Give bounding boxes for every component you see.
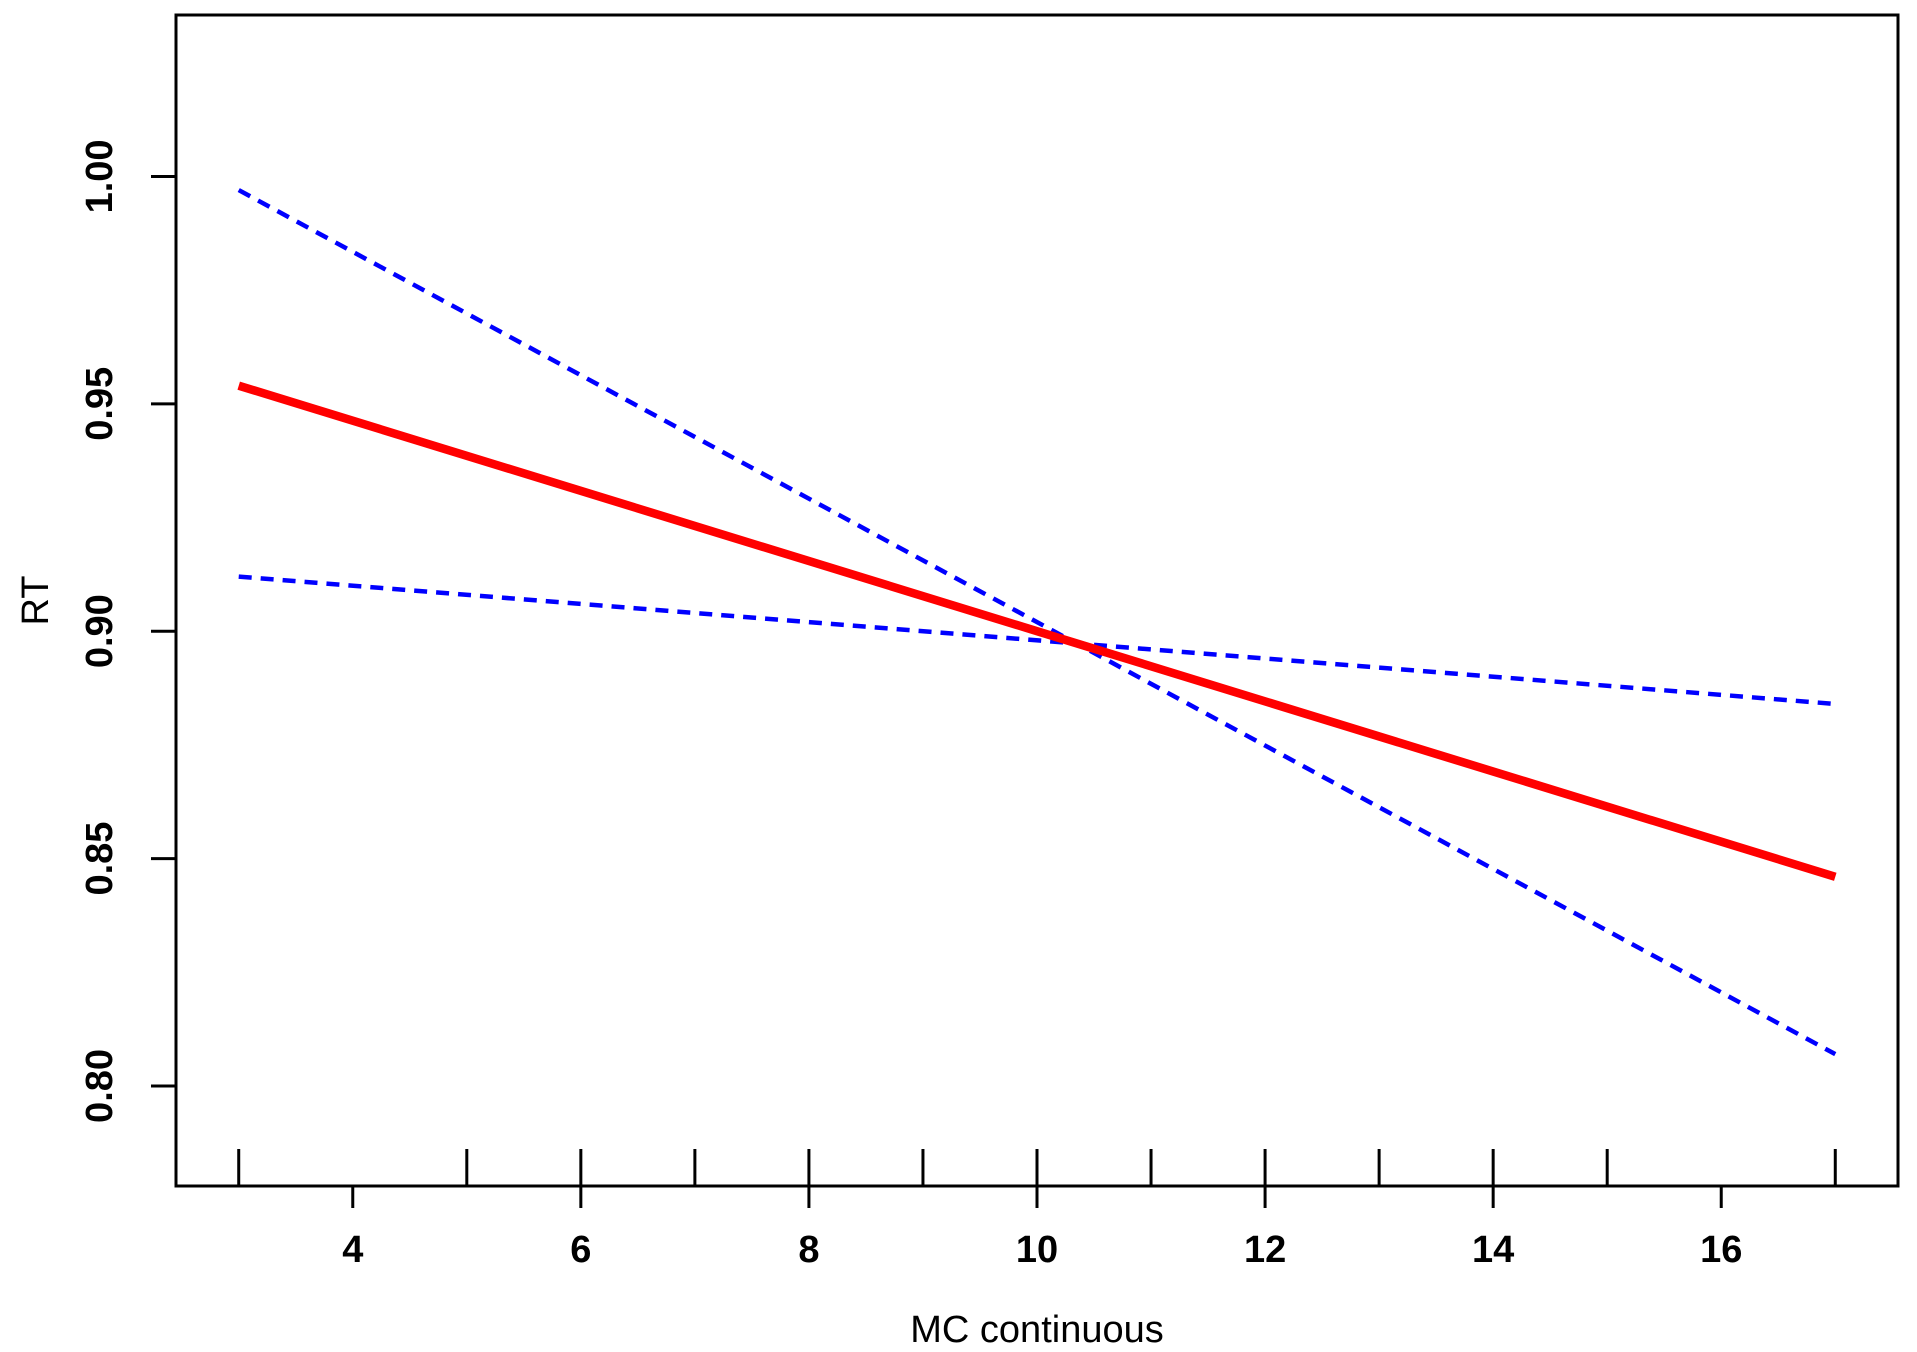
y-axis-title: RT: [15, 576, 57, 626]
y-tick-label: 1.00: [79, 139, 121, 213]
upper-confidence-line: [237, 188, 1837, 1057]
x-tick-label: 6: [570, 1229, 591, 1271]
x-tick-label: 4: [342, 1229, 363, 1271]
x-tick-label: 12: [1244, 1229, 1286, 1271]
y-tick-label: 0.90: [79, 594, 121, 668]
x-tick-label: 16: [1700, 1229, 1742, 1271]
x-axis-title: MC continuous: [910, 1309, 1163, 1351]
y-tick-label: 0.95: [79, 367, 121, 441]
x-tick-label: 14: [1472, 1229, 1514, 1271]
y-tick-label: 0.80: [79, 1049, 121, 1123]
x-tick-label: 10: [1016, 1229, 1058, 1271]
y-tick-label: 0.85: [79, 822, 121, 896]
fitted-regression-line: [237, 381, 1837, 881]
x-tick-label: 8: [798, 1229, 819, 1271]
lower-confidence-line: [238, 574, 1836, 707]
